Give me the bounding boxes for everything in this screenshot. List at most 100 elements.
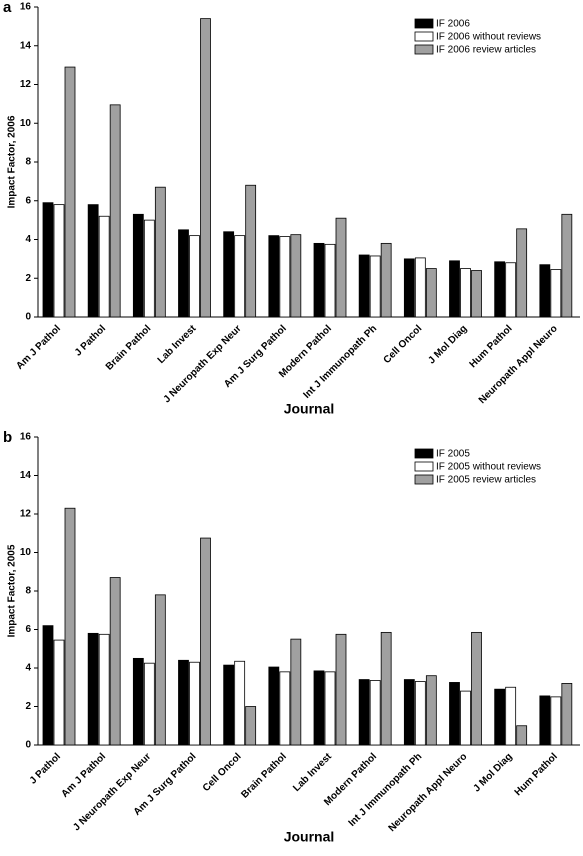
bar bbox=[369, 255, 381, 318]
bar bbox=[539, 695, 551, 746]
y-tick-label: 0 bbox=[25, 312, 31, 323]
bar bbox=[154, 594, 166, 746]
bar bbox=[425, 675, 437, 746]
legend-swatch bbox=[414, 18, 434, 29]
legend-swatch bbox=[414, 448, 434, 459]
x-tick-label: J Neuropath Exp Neur bbox=[162, 323, 244, 405]
bar bbox=[369, 680, 381, 746]
bar bbox=[154, 186, 166, 318]
bar bbox=[42, 202, 54, 318]
bar bbox=[403, 679, 415, 746]
x-tick-label: J Mol Diag bbox=[472, 751, 515, 794]
legend-swatch bbox=[414, 474, 434, 485]
bar bbox=[234, 660, 246, 746]
x-tick-label: Brain Pathol bbox=[104, 323, 154, 373]
bar bbox=[268, 666, 280, 746]
y-tick-label: 14 bbox=[20, 40, 32, 51]
bar bbox=[53, 639, 65, 746]
bar bbox=[279, 236, 291, 318]
bar bbox=[64, 507, 76, 746]
bar bbox=[561, 213, 573, 318]
bar bbox=[109, 577, 121, 746]
bar bbox=[380, 631, 392, 746]
bar bbox=[494, 688, 506, 746]
bar bbox=[313, 670, 325, 746]
bar bbox=[505, 262, 517, 318]
bar bbox=[200, 537, 211, 746]
bar bbox=[460, 690, 471, 746]
bar bbox=[143, 662, 155, 746]
bar bbox=[324, 243, 336, 318]
bar bbox=[245, 706, 257, 746]
y-tick-label: 12 bbox=[20, 509, 32, 520]
bar bbox=[380, 242, 392, 318]
legend-label: IF 2006 without reviews bbox=[436, 32, 541, 43]
bar bbox=[335, 633, 347, 746]
bar bbox=[200, 18, 211, 318]
bar bbox=[109, 104, 121, 318]
y-tick-label: 16 bbox=[20, 2, 32, 13]
bar bbox=[494, 261, 506, 318]
legend-label: IF 2005 without reviews bbox=[436, 462, 541, 473]
legend-swatch bbox=[414, 31, 434, 42]
bar bbox=[403, 258, 415, 318]
y-tick-label: 2 bbox=[25, 273, 31, 284]
y-tick-label: 10 bbox=[20, 547, 32, 558]
bar bbox=[98, 633, 110, 746]
x-axis-title: Journal bbox=[284, 401, 335, 417]
legend-swatch bbox=[414, 461, 434, 472]
legend-label: IF 2005 bbox=[436, 449, 470, 460]
bar bbox=[358, 254, 370, 318]
bar bbox=[505, 686, 517, 746]
bar bbox=[87, 632, 99, 746]
bar bbox=[550, 696, 562, 746]
x-tick-label: Neuropath Appl Neuro bbox=[387, 751, 470, 834]
bar bbox=[449, 682, 460, 746]
bar bbox=[223, 231, 235, 318]
legend-label: IF 2005 review articles bbox=[436, 475, 536, 486]
x-tick-label: J Neuropath Exp Neur bbox=[71, 751, 153, 833]
bar bbox=[449, 260, 460, 318]
bar bbox=[471, 270, 482, 318]
bar bbox=[324, 671, 336, 746]
bar bbox=[335, 217, 347, 318]
x-tick-label: J Pathol bbox=[28, 751, 63, 786]
y-tick-label: 2 bbox=[25, 701, 31, 712]
bar bbox=[234, 235, 246, 318]
bar bbox=[245, 184, 257, 318]
bar bbox=[425, 268, 437, 318]
y-tick-label: 0 bbox=[25, 740, 31, 751]
panel-label: a bbox=[3, 0, 12, 16]
y-tick-label: 8 bbox=[25, 586, 31, 597]
x-tick-label: Lab Invest bbox=[291, 751, 334, 794]
x-tick-label: Neuropath Appl Neuro bbox=[477, 323, 560, 406]
y-tick-label: 6 bbox=[25, 195, 31, 206]
y-tick-label: 10 bbox=[20, 118, 32, 129]
bar bbox=[358, 679, 370, 746]
bar bbox=[42, 625, 54, 746]
bar bbox=[223, 664, 235, 746]
bar bbox=[561, 683, 573, 746]
legend-label: IF 2006 review articles bbox=[436, 45, 536, 56]
bar bbox=[550, 269, 562, 318]
y-tick-label: 14 bbox=[20, 470, 32, 481]
bar bbox=[290, 638, 302, 746]
x-tick-label: Int J Immunopath Ph bbox=[347, 751, 425, 829]
y-tick-label: 4 bbox=[25, 234, 31, 245]
bar bbox=[313, 242, 325, 318]
y-axis-title: Impact Factor, 2006 bbox=[7, 115, 18, 208]
bar bbox=[132, 213, 144, 318]
y-tick-label: 6 bbox=[25, 624, 31, 635]
bar bbox=[460, 268, 471, 318]
y-tick-label: 4 bbox=[25, 663, 31, 674]
x-tick-label: J Pathol bbox=[73, 323, 108, 358]
bar bbox=[189, 661, 200, 746]
x-tick-label: Cell Oncol bbox=[201, 751, 244, 794]
bar bbox=[539, 264, 551, 318]
bar bbox=[87, 204, 99, 318]
bar bbox=[414, 257, 426, 318]
x-axis-title: Journal bbox=[284, 829, 335, 845]
x-tick-label: Int J Immunopath Ph bbox=[301, 323, 379, 401]
x-tick-label: Lab Invest bbox=[156, 323, 199, 366]
